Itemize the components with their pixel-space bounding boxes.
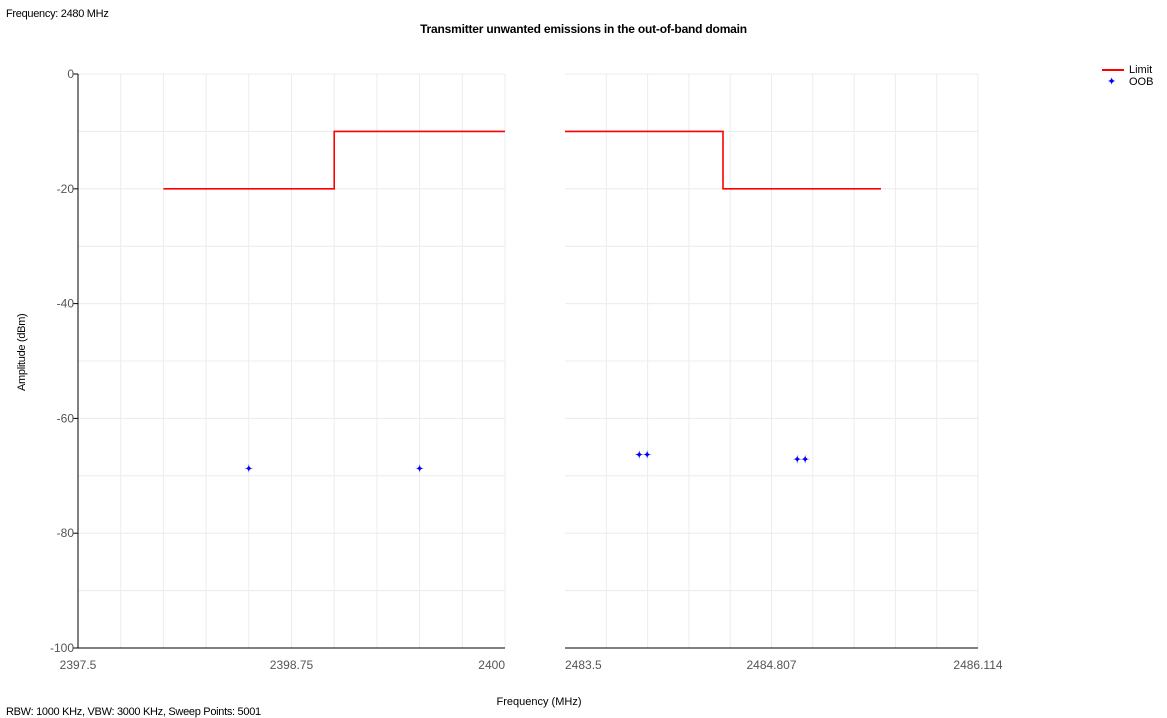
x-tick-label: 2486.114 [953,658,1002,672]
y-tick-label: -80 [57,526,75,540]
y-tick-label: -20 [57,182,75,196]
legend-label-limit: Limit [1129,64,1153,76]
oob-data-point [415,463,425,473]
oob-data-point [244,463,254,473]
x-tick-label: 2397.5 [60,658,97,672]
chart-legend: Limit ✦ OOB [1100,64,1153,88]
limit-line-swatch [1100,64,1126,76]
x-axis-label: Frequency (MHz) [496,696,582,708]
oob-data-point [800,454,810,464]
legend-item-oob: ✦ OOB [1100,76,1153,88]
x-tick-label: 2483.5 [565,658,602,672]
legend-item-limit: Limit [1100,64,1153,76]
x-tick-label: 2398.75 [270,658,314,672]
x-tick-label: 2400 [478,658,505,672]
x-tick-label: 2484.807 [746,658,796,672]
oob-data-point [792,454,802,464]
oob-star-marker-icon: ✦ [1107,76,1117,88]
limit-line [163,130,505,190]
legend-label-oob: OOB [1129,76,1154,88]
chart-title: Transmitter unwanted emissions in the ou… [420,22,747,36]
y-tick-label: -60 [57,411,75,425]
y-tick-label: -100 [50,641,74,655]
frequency-label: Frequency: 2480 MHz [6,8,109,20]
sweep-settings-footer: RBW: 1000 KHz, VBW: 3000 KHz, Sweep Poin… [6,706,261,718]
y-tick-label: 0 [67,67,74,81]
y-tick-label: -40 [57,297,75,311]
oob-data-point [642,450,652,460]
limit-line [565,130,881,190]
oob-data-point [634,450,644,460]
